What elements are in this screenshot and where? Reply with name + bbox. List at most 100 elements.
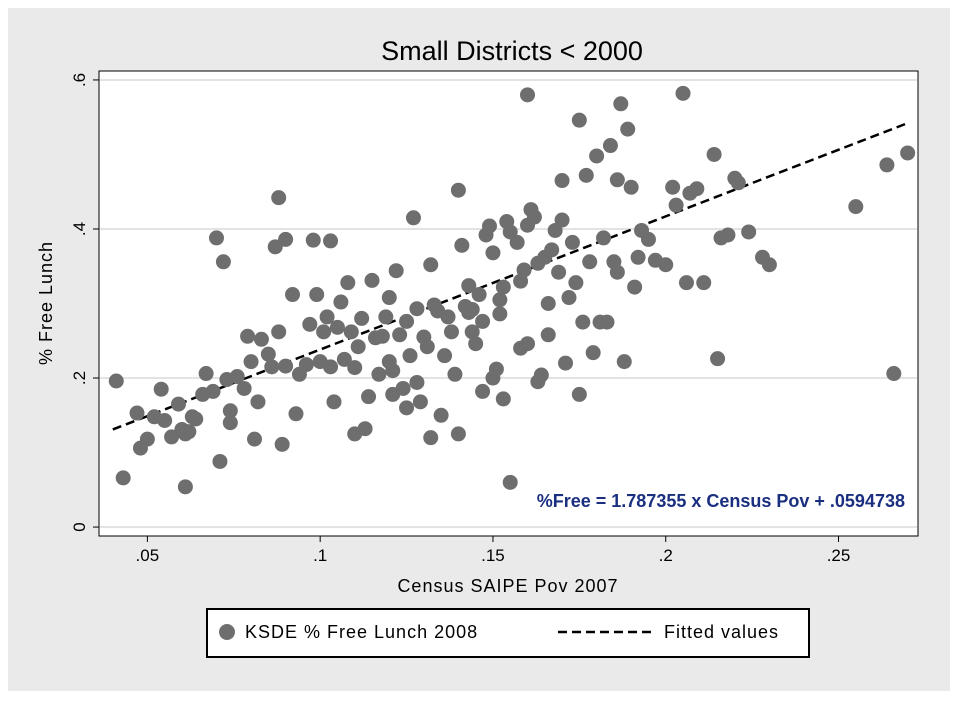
legend-marker-scatter [219,624,235,640]
data-point-91 [440,309,456,325]
data-point-93 [447,366,463,382]
data-point-185 [900,145,916,161]
data-point-126 [526,209,542,225]
data-point-30 [250,394,266,410]
data-point-41 [288,406,304,422]
data-point-35 [271,324,287,340]
data-point-146 [582,254,598,270]
data-point-56 [340,275,356,291]
data-point-111 [492,306,508,322]
data-point-44 [302,316,318,332]
data-point-17 [198,366,214,382]
data-point-85 [423,257,439,273]
data-point-129 [533,367,549,383]
data-point-158 [620,121,636,137]
data-point-174 [710,351,726,367]
data-point-18 [205,383,221,399]
data-point-82 [412,394,428,410]
scatter-points [108,85,916,495]
data-point-140 [564,234,580,250]
data-point-155 [609,264,625,280]
data-point-171 [689,181,705,197]
y-axis-label: % Free Lunch [36,241,56,365]
data-point-76 [399,400,415,416]
data-point-28 [243,354,259,370]
data-point-135 [551,264,567,280]
data-point-14 [177,479,193,495]
data-point-110 [488,361,504,377]
data-point-173 [706,146,722,162]
data-point-7 [157,412,173,428]
data-point-79 [405,210,421,226]
data-point-60 [350,339,366,355]
data-point-25 [229,369,245,385]
x-tick-label-0: .05 [136,546,160,565]
x-tick-label-2: .15 [481,546,505,565]
data-point-131 [540,296,556,311]
data-point-86 [423,430,439,446]
data-point-80 [409,374,425,390]
data-point-21 [215,254,231,270]
data-point-52 [326,394,342,410]
data-point-152 [602,138,618,154]
data-point-31 [253,331,269,347]
legend-label-fitted: Fitted values [664,622,779,642]
data-point-6 [153,381,169,397]
x-axis-label: Census SAIPE Pov 2007 [397,576,618,596]
data-point-143 [571,112,587,128]
data-point-64 [364,272,380,288]
data-point-89 [433,407,449,423]
x-tick-label-3: .2 [659,546,673,565]
y-tick-label-1: .2 [70,371,89,385]
data-point-40 [285,287,301,303]
data-point-145 [578,167,594,183]
data-point-1 [115,470,131,486]
data-point-53 [329,319,345,335]
data-point-96 [450,182,466,198]
data-point-168 [675,85,691,101]
data-point-133 [544,242,560,258]
data-point-58 [347,360,363,376]
data-point-39 [278,231,294,247]
data-point-161 [630,249,646,265]
y-axis: 0 .2 .4 .6 [70,73,99,532]
data-point-19 [208,230,224,246]
data-point-74 [392,327,408,343]
data-point-142 [571,386,587,402]
data-point-37 [274,436,290,452]
plot-area [98,70,919,537]
data-point-24 [222,415,238,431]
data-point-114 [495,391,511,407]
data-point-90 [437,348,453,364]
data-point-139 [561,290,577,306]
data-point-160 [627,279,643,295]
data-point-159 [623,179,639,195]
data-point-144 [575,314,591,330]
data-point-48 [316,324,332,340]
data-point-29 [247,431,263,447]
data-point-165 [658,257,674,273]
data-point-103 [471,287,487,303]
data-point-46 [309,287,325,303]
data-point-61 [354,310,370,326]
data-point-183 [879,157,895,173]
data-point-66 [371,366,387,382]
data-point-136 [554,212,570,228]
x-tick-label-1: .1 [313,546,327,565]
data-point-112 [492,292,508,308]
data-point-38 [278,358,294,374]
data-point-57 [343,324,359,340]
fitted-line-group [112,121,909,431]
data-point-176 [720,227,736,243]
data-point-104 [475,313,491,329]
legend-box [206,608,810,658]
data-point-156 [613,96,629,112]
data-point-75 [395,380,411,396]
data-point-179 [741,224,757,240]
chart-title: Small Districts < 2000 [381,36,643,66]
data-point-70 [381,290,397,306]
data-point-94 [450,426,466,442]
data-point-151 [599,314,615,330]
data-point-54 [333,294,349,310]
data-point-63 [361,389,377,405]
